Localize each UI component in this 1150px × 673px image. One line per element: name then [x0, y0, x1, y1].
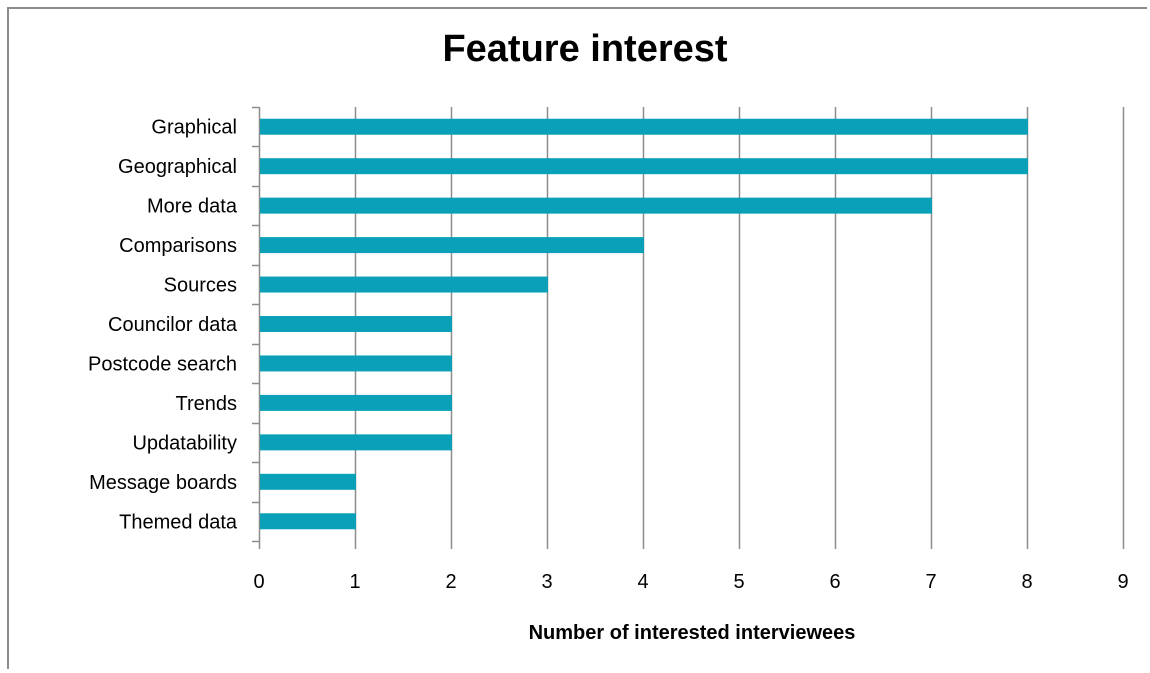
x-tick-label: 0 [253, 571, 264, 593]
x-tick-label: 5 [733, 571, 744, 593]
x-tick-label: 8 [1021, 571, 1032, 593]
category-label: Updatability [132, 432, 237, 454]
x-tick-label: 3 [541, 571, 552, 593]
bars [260, 118, 1028, 530]
chart-title: Feature interest [442, 28, 728, 70]
gridlines [354, 107, 1125, 541]
x-tick-label: 9 [1117, 571, 1128, 593]
bar [260, 473, 356, 490]
chart-frame [7, 7, 1147, 669]
category-label: Trends [175, 393, 237, 415]
category-label: Councilor data [108, 314, 238, 336]
category-label: Sources [164, 275, 237, 297]
category-label: Message boards [89, 472, 237, 494]
x-tick-label: 6 [829, 571, 840, 593]
bar [260, 513, 356, 530]
bar [260, 394, 452, 411]
x-tick-label: 4 [637, 571, 648, 593]
bar [260, 355, 452, 372]
bar [260, 118, 1028, 135]
x-tick-label: 7 [925, 571, 936, 593]
category-label: Comparisons [119, 235, 237, 257]
bar [260, 158, 1028, 175]
bar [260, 434, 452, 451]
x-tick-label: 2 [445, 571, 456, 593]
x-axis-title: Number of interested interviewees [529, 622, 856, 644]
bar [260, 316, 452, 332]
x-tick-labels: 0 1 2 3 4 5 6 7 8 9 [253, 571, 1128, 593]
bar [260, 197, 932, 214]
category-label: Themed data [119, 511, 238, 533]
category-label: Geographical [118, 156, 237, 178]
category-labels: Graphical Geographical More data Comparison… [88, 117, 238, 534]
x-tick-label: 1 [349, 571, 360, 593]
bar [260, 276, 548, 293]
category-label: Graphical [151, 117, 237, 139]
bar [260, 237, 644, 254]
category-label: Postcode search [88, 353, 237, 375]
axes [252, 106, 1125, 549]
category-label: More data [147, 196, 238, 218]
